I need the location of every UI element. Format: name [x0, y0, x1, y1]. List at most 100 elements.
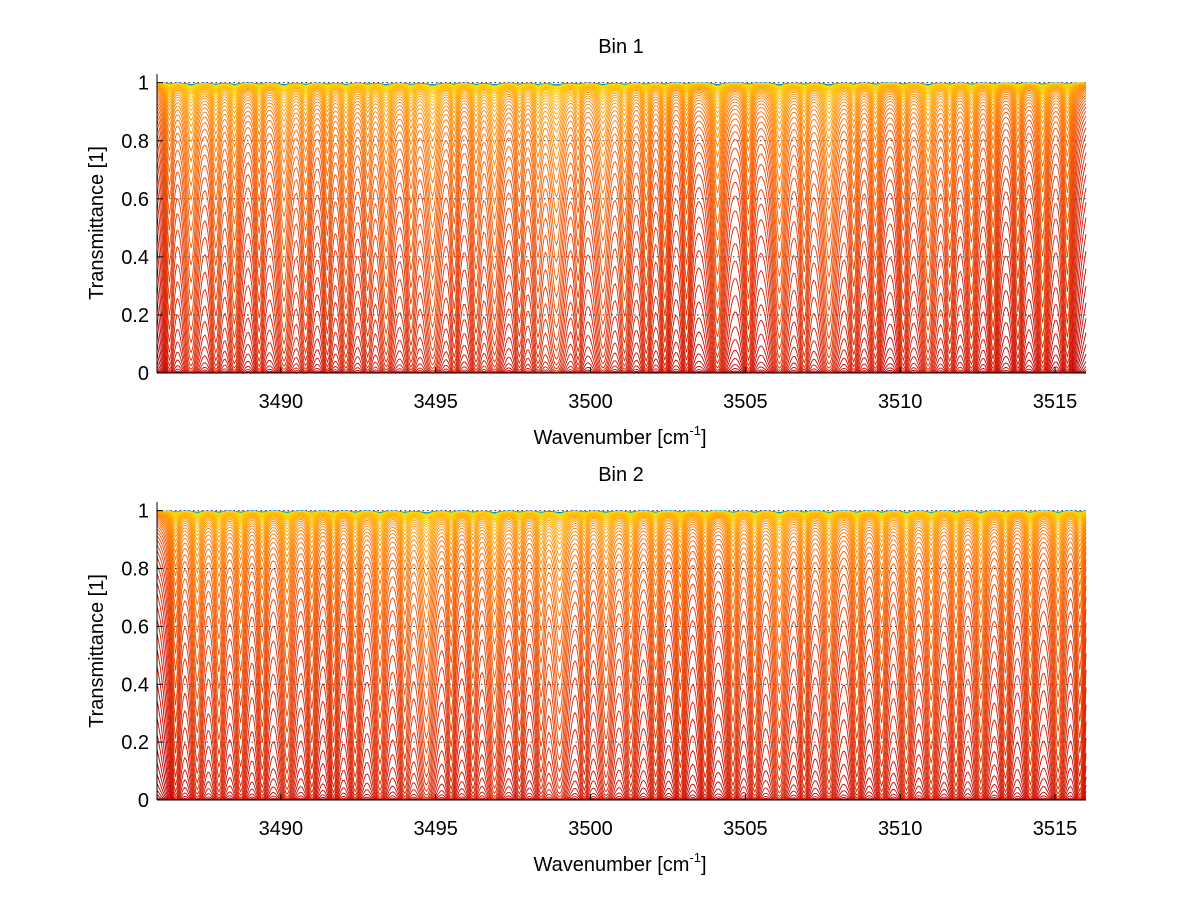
- series-line: [156, 152, 1087, 372]
- series-line: [156, 187, 1087, 374]
- series-line: [156, 83, 1087, 107]
- y-ticks: 0 0.2 0.4 0.6 0.8 1: [121, 73, 163, 385]
- series-line: [156, 82, 1087, 91]
- series-line: [156, 87, 1087, 161]
- series-line: [156, 511, 1087, 534]
- y-ticks: 0 0.2 0.4 0.6 0.8 1: [121, 501, 163, 812]
- series-line: [156, 520, 1087, 639]
- x-tick-label: 3505: [723, 391, 768, 413]
- x-tick-label: 3515: [1033, 818, 1078, 840]
- series-line: [156, 162, 1087, 373]
- x-tick-label: 3500: [568, 391, 613, 413]
- y-tick-label: 0.6: [121, 189, 149, 211]
- series-line: [156, 550, 1087, 778]
- y-tick-label: 0.2: [121, 305, 149, 327]
- x-tick-label: 3495: [413, 391, 458, 413]
- x-axis-label-superscript: -1: [689, 423, 701, 438]
- series-line: [156, 86, 1087, 150]
- y-tick-label: 0.8: [121, 559, 149, 581]
- series-line: [157, 510, 1087, 522]
- series-line: [156, 535, 1087, 740]
- series-line: [156, 511, 1087, 538]
- series-line: [156, 93, 1087, 230]
- series-line: [156, 89, 1087, 185]
- series-line: [156, 95, 1087, 247]
- y-tick-label: 0.6: [121, 616, 149, 638]
- series-line: [156, 143, 1087, 370]
- series-line: [156, 516, 1087, 598]
- series-line: [156, 83, 1087, 103]
- y-axis-label: Transmittance [1]: [86, 574, 108, 728]
- series-line: [156, 121, 1087, 352]
- series-line: [156, 84, 1087, 120]
- series-line: [156, 525, 1087, 689]
- series-line: [156, 85, 1087, 133]
- series-line: [156, 85, 1087, 141]
- y-tick-label: 0: [138, 790, 149, 812]
- series-line: [156, 605, 1087, 801]
- series-line: [156, 511, 1087, 528]
- series-line: [156, 83, 1087, 98]
- series-line: [156, 110, 1087, 329]
- series-line: [156, 512, 1087, 542]
- y-axis-label: Transmittance [1]: [86, 146, 108, 300]
- series-line: [156, 515, 1087, 587]
- y-tick-label: 1: [138, 73, 149, 95]
- series-line: [156, 521, 1087, 655]
- series-line: [156, 100, 1087, 282]
- chart-panel-bin-2: Bin 2 0 0.2 0.4 0.6 0.8 1 3490 3495 3500 3505 351…: [86, 464, 1087, 876]
- axes-frame: [156, 74, 1086, 374]
- x-axis-label: Wavenumber [cm-1]: [533, 850, 706, 876]
- series-line: [156, 82, 1087, 96]
- x-tick-label: 3515: [1033, 391, 1078, 413]
- series-line: [156, 593, 1087, 800]
- series-line: [156, 513, 1087, 560]
- series-line: [156, 134, 1087, 366]
- series-line: [156, 83, 1087, 111]
- series-line: [156, 511, 1087, 526]
- x-tick-label: 3500: [568, 818, 613, 840]
- series-line: [156, 90, 1087, 199]
- series-line: [156, 84, 1087, 115]
- x-axis-label: Wavenumber [cm-1]: [533, 423, 706, 449]
- series-line: [156, 106, 1087, 315]
- x-axis-label-superscript: -1: [689, 850, 701, 865]
- series-line: [156, 127, 1087, 360]
- y-tick-label: 0.4: [121, 674, 149, 696]
- series-line: [156, 539, 1087, 755]
- y-tick-label: 0.4: [121, 247, 149, 269]
- series-line: [156, 517, 1087, 611]
- series-line: [156, 523, 1087, 672]
- series-line: [156, 528, 1087, 707]
- series-line: [156, 513, 1087, 568]
- series-line: [156, 544, 1087, 768]
- series-line: [156, 97, 1087, 264]
- chart-panel-bin-1: Bin 1 0 0.2 0.4 0.6 0.8 1 3490 3495 3500 3505 351…: [86, 36, 1087, 449]
- axes-frame: [156, 502, 1086, 801]
- x-axis-label-end: ]: [701, 427, 707, 449]
- chart-title: Bin 1: [598, 36, 644, 58]
- y-tick-label: 0: [138, 363, 149, 385]
- x-axis-label-end: ]: [701, 854, 707, 876]
- series-line: [156, 82, 1086, 92]
- x-ticks: 3490 3495 3500 3505 3510 3515: [259, 367, 1078, 413]
- series-line: [156, 174, 1087, 374]
- series-line: [156, 582, 1087, 799]
- x-tick-label: 3490: [259, 818, 304, 840]
- x-tick-label: 3490: [259, 391, 304, 413]
- series-line: [156, 91, 1087, 214]
- series-line: [156, 573, 1087, 796]
- series-line: [156, 564, 1087, 792]
- series-line: [156, 512, 1087, 548]
- x-ticks: 3490 3495 3500 3505 3510 3515: [259, 794, 1078, 840]
- series-line: [156, 510, 1087, 523]
- x-tick-label: 3505: [723, 818, 768, 840]
- series-line: [156, 511, 1087, 531]
- series-line: [156, 82, 1086, 94]
- series-line: [156, 88, 1087, 172]
- series-line: [156, 518, 1087, 624]
- y-tick-label: 0.2: [121, 732, 149, 754]
- chart-title: Bin 2: [598, 464, 644, 486]
- y-tick-label: 0.8: [121, 131, 149, 153]
